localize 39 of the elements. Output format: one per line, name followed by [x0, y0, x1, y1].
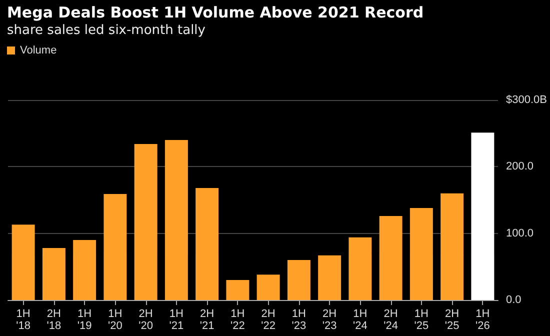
bar: [440, 193, 464, 300]
bar: [379, 216, 402, 300]
x-tick-label: 1H '25: [414, 308, 429, 332]
legend-label: Volume: [20, 44, 57, 56]
x-tick-label: 1H '23: [292, 308, 306, 332]
x-tick-label: 1H '21: [169, 308, 184, 332]
y-tick-label: 100.0: [506, 227, 534, 240]
bar: [348, 237, 372, 300]
x-tick-label: 1H '22: [230, 308, 245, 332]
bar: [226, 280, 250, 300]
bar: [471, 132, 494, 300]
x-tick-label: 2H '18: [46, 308, 62, 332]
x-tick-label: 1H '26: [476, 308, 490, 332]
x-tick-label: 2H '20: [138, 308, 153, 332]
bar: [134, 144, 158, 300]
x-tick-label: 1H '24: [353, 308, 368, 332]
bar: [42, 248, 66, 300]
y-tick-label: $300.0B: [506, 94, 547, 106]
x-tick-label: 2H '24: [384, 308, 398, 332]
y-tick-label: 0.0: [506, 294, 522, 306]
bar: [104, 194, 127, 300]
x-tick-label: 1H '19: [77, 308, 92, 332]
x-tick-label: 2H '21: [200, 308, 214, 332]
x-tick-label: 2H '25: [444, 308, 460, 332]
x-tick-label: 2H '23: [322, 308, 337, 332]
chart-title: Mega Deals Boost 1H Volume Above 2021 Record: [7, 4, 424, 22]
chart-subtitle: share sales led six-month tally: [7, 23, 206, 38]
bar: [318, 255, 342, 300]
x-tick-label: 1H '20: [108, 308, 122, 332]
bar: [164, 140, 188, 300]
bar: [196, 188, 219, 300]
bar: [73, 240, 96, 300]
x-tick-label: 2H '22: [261, 308, 276, 332]
bar: [410, 208, 433, 300]
bar: [256, 274, 280, 300]
x-tick-label: 1H '18: [16, 308, 30, 332]
bar: [12, 224, 35, 300]
y-tick-label: 200.0: [506, 160, 534, 173]
bar: [287, 260, 310, 300]
